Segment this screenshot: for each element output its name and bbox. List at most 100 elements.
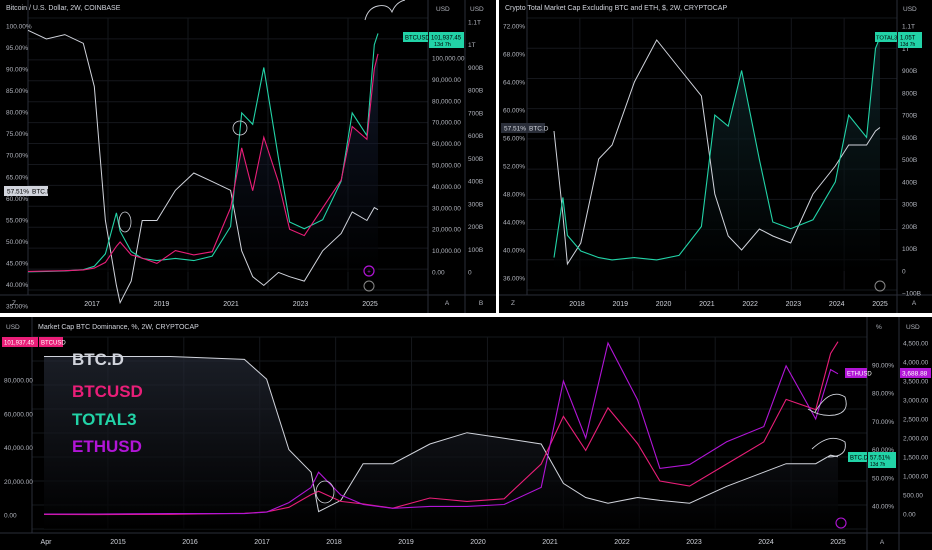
corner-b-label[interactable]: B xyxy=(479,300,483,307)
corner-a-label[interactable]: A xyxy=(912,300,917,307)
usd2-tick-label: 1T xyxy=(468,42,476,49)
usd-tick-label: 2,500.00 xyxy=(903,417,929,424)
x-tick-label: 2023 xyxy=(686,539,702,546)
usd-tick-label: 4,000.00 xyxy=(903,360,929,367)
x-tick-label: 2024 xyxy=(829,301,845,308)
usd2-tick-label: 200B xyxy=(468,224,483,231)
pct-tick-label: 55.00% xyxy=(6,217,28,224)
btcd-value-label: 57.51% xyxy=(504,126,526,133)
usd-tick-label: 1T xyxy=(902,46,910,53)
x-tick-label: 2024 xyxy=(758,539,774,546)
usd-tick-label: 0 xyxy=(902,268,906,275)
btcd-countdown-label: 13d 7h xyxy=(870,462,886,468)
pct-tick-label: 80.00% xyxy=(872,391,894,398)
usd2-unit-label: USD xyxy=(470,6,484,13)
x-tick-label: 2018 xyxy=(326,539,342,546)
lightning-icon[interactable] xyxy=(874,280,886,292)
usd-tick-label: 0.00 xyxy=(903,512,916,519)
btcd-value-label: 57.51% xyxy=(7,189,29,196)
usd-tick-label: 3,000.00 xyxy=(903,398,929,405)
usd-tick-label: 10,000.00 xyxy=(432,248,461,255)
usd2-tick-label: 300B xyxy=(468,201,483,208)
btcusd-countdown-label: 13d 7h xyxy=(434,42,451,48)
pct-tick-label: 95.00% xyxy=(6,45,28,52)
coin-icon[interactable] xyxy=(363,265,375,277)
chart-title: Bitcoin / U.S. Dollar, 2W, COINBASE xyxy=(6,5,121,12)
corner-a-label[interactable]: A xyxy=(880,539,885,546)
usd-left-tick-label: 20,000.00 xyxy=(4,479,33,486)
corner-a-label[interactable]: A xyxy=(445,300,450,307)
series-btcd-line xyxy=(553,39,881,266)
x-tick-label: 2020 xyxy=(656,301,672,308)
x-tick-label: 2019 xyxy=(154,301,170,308)
usd2-tick-label: 400B xyxy=(468,179,483,186)
usd-left-unit-label: USD xyxy=(6,324,20,331)
panel-total3: Crypto Total Market Cap Excluding BTC an… xyxy=(499,0,932,313)
corner-z-label[interactable]: Z xyxy=(511,300,515,307)
chart-total3: Crypto Total Market Cap Excluding BTC an… xyxy=(499,0,932,313)
pct-tick-label: 68.00% xyxy=(503,52,525,59)
x-tick-label: 2023 xyxy=(293,301,309,308)
usd2-tick-label: 100B xyxy=(468,247,483,254)
lightning-icon[interactable] xyxy=(835,517,847,529)
usd-tick-label: 300B xyxy=(902,202,917,209)
usd-left-tick-label: 80,000.00 xyxy=(4,378,33,385)
pct-tick-label: 35.00% xyxy=(6,304,28,311)
x-tick-label: 2018 xyxy=(569,301,585,308)
pct-tick-label: 72.00% xyxy=(503,24,525,31)
usd-tick-label: 400B xyxy=(902,179,917,186)
pct-tick-label: 48.00% xyxy=(503,192,525,199)
usd2-tick-label: 900B xyxy=(468,65,483,72)
corner-z-label[interactable]: Z xyxy=(12,300,16,307)
usd-tick-label: 700B xyxy=(902,113,917,120)
lightning-icon[interactable] xyxy=(363,280,375,292)
usd-left-tick-label: 60,000.00 xyxy=(4,411,33,418)
pct-tick-label: 40.00% xyxy=(872,504,894,511)
x-tick-label: 2019 xyxy=(612,301,628,308)
usd-tick-label: 200B xyxy=(902,224,917,231)
chart-title: Crypto Total Market Cap Excluding BTC an… xyxy=(505,5,727,12)
pct-tick-label: 85.00% xyxy=(6,88,28,95)
series-total3-line xyxy=(553,36,881,261)
pct-tick-label: 80.00% xyxy=(6,110,28,117)
total3-countdown-label: 13d 7h xyxy=(900,42,916,48)
series-btcusd-line xyxy=(43,341,839,516)
x-tick-label: 2022 xyxy=(742,301,758,308)
btcusd-value-label: 101,937.45 xyxy=(4,341,35,347)
x-tick-label: 2023 xyxy=(786,301,802,308)
usd-tick-label: 500.00 xyxy=(903,493,923,500)
x-tick-label: 2021 xyxy=(699,301,715,308)
pct-tick-label: 52.00% xyxy=(503,164,525,171)
pct-tick-label: 60.00% xyxy=(503,108,525,115)
pct-tick-label: 70.00% xyxy=(872,419,894,426)
usd2-tick-label: 500B xyxy=(468,156,483,163)
chart-title: Market Cap BTC Dominance, %, 2W, CRYPTOC… xyxy=(38,324,199,331)
ethusd-name-label: ETHUSD xyxy=(847,372,872,378)
usd-tick-label: 2,000.00 xyxy=(903,436,929,443)
x-tick-label: 2025 xyxy=(872,301,888,308)
usd-tick-label: 40,000.00 xyxy=(432,184,461,191)
x-tick-label: 2025 xyxy=(362,301,378,308)
usd-left-tick-label: 0.00 xyxy=(4,513,17,520)
usd2-tick-label: 600B xyxy=(468,133,483,140)
pct-tick-label: 44.00% xyxy=(503,220,525,227)
pct-tick-label: 60.00% xyxy=(872,447,894,454)
x-tick-label: 2021 xyxy=(542,539,558,546)
pct-tick-label: 50.00% xyxy=(6,239,28,246)
x-tick-label: 2022 xyxy=(614,539,630,546)
pct-tick-label: 100.00% xyxy=(6,24,32,31)
usd2-tick-label: 700B xyxy=(468,110,483,117)
btcd-name-label: BTC.D xyxy=(32,189,52,196)
pct-tick-label: 40.00% xyxy=(6,282,28,289)
x-tick-label: 2017 xyxy=(84,301,100,308)
legend-btcd: BTC.D xyxy=(72,350,124,369)
btcd-value-label: 57.51% xyxy=(870,456,891,462)
usd2-tick-label: 0 xyxy=(468,270,472,277)
total3-name-label: TOTAL3 xyxy=(876,36,897,42)
usd-tick-label: 1.1T xyxy=(902,24,915,31)
pct-tick-label: 56.00% xyxy=(503,136,525,143)
series-ethusd-line xyxy=(44,341,839,515)
usd-unit-label: USD xyxy=(903,6,917,13)
x-tick-label: 2017 xyxy=(254,539,270,546)
chart-btcusd: Bitcoin / U.S. Dollar, 2W, COINBASE % US… xyxy=(0,0,496,313)
